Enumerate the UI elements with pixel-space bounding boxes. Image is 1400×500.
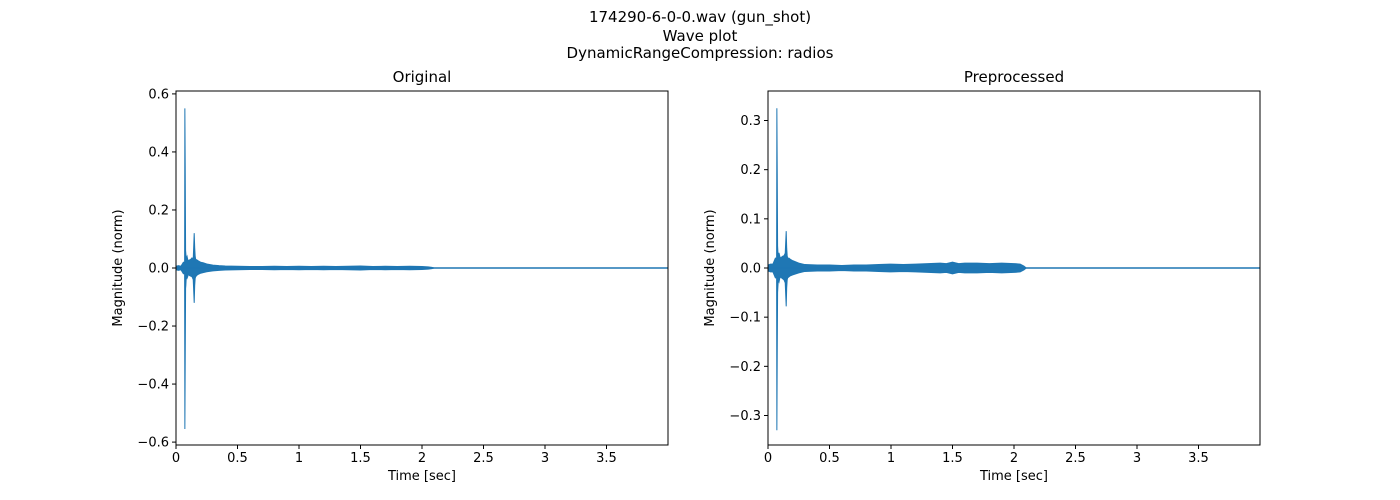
x-tick-label: 3.5 <box>596 451 617 466</box>
y-tick-label: −0.1 <box>729 311 761 326</box>
subplot-title: Original <box>393 68 452 86</box>
x-axis-label: Time [sec] <box>387 469 456 484</box>
x-tick-label: 1 <box>887 451 895 466</box>
figure-title-line-2: Wave plot <box>663 27 738 45</box>
y-axis-label: Magnitude (norm) <box>111 209 126 326</box>
x-tick-label: 3.5 <box>1188 451 1209 466</box>
x-tick-label: 1 <box>295 451 303 466</box>
y-tick-label: 0.2 <box>740 163 761 178</box>
x-tick-label: 1.5 <box>350 451 371 466</box>
x-tick-label: 2.5 <box>473 451 494 466</box>
subplot-title: Preprocessed <box>964 68 1064 86</box>
y-tick-label: 0.1 <box>740 212 761 227</box>
y-tick-label: −0.4 <box>137 378 169 393</box>
x-axis-label: Time [sec] <box>979 469 1048 484</box>
subplot-preprocessed: Preprocessed 0 0.5 1 1.5 2 2.5 3 3.5 −0.3 −0.2 −0.1… <box>703 68 1261 484</box>
y-axis-label: Magnitude (norm) <box>703 209 718 326</box>
y-tick-label: −0.6 <box>137 436 169 451</box>
y-tick-label: 0.3 <box>740 114 761 129</box>
y-tick-label: −0.3 <box>729 409 761 424</box>
y-tick-label: 0.2 <box>148 203 169 218</box>
figure-title-line-3: DynamicRangeCompression: radios <box>567 44 834 62</box>
y-tick-label: 0.0 <box>740 262 761 277</box>
x-tick-label: 3 <box>1133 451 1141 466</box>
y-tick-label: −0.2 <box>137 320 169 335</box>
y-tick-label: 0.4 <box>148 145 169 160</box>
x-tick-label: 0.5 <box>819 451 840 466</box>
x-tick-label: 2 <box>1010 451 1018 466</box>
figure-title-line-1: 174290-6-0-0.wav (gun_shot) <box>589 8 811 27</box>
x-tick-label: 0 <box>764 451 772 466</box>
y-tick-label: −0.2 <box>729 360 761 375</box>
x-tick-label: 2.5 <box>1065 451 1086 466</box>
y-tick-label: 0.0 <box>148 262 169 277</box>
x-tick-label: 0 <box>172 451 180 466</box>
x-tick-label: 3 <box>541 451 549 466</box>
subplot-original: Original 0 0.5 1 1.5 2 2.5 3 3.5 −0.6 −0.4 −0.2 0.0 0… <box>111 68 669 484</box>
x-tick-label: 2 <box>418 451 426 466</box>
y-tick-label: 0.6 <box>148 87 169 102</box>
x-tick-label: 1.5 <box>942 451 963 466</box>
x-tick-label: 0.5 <box>227 451 248 466</box>
